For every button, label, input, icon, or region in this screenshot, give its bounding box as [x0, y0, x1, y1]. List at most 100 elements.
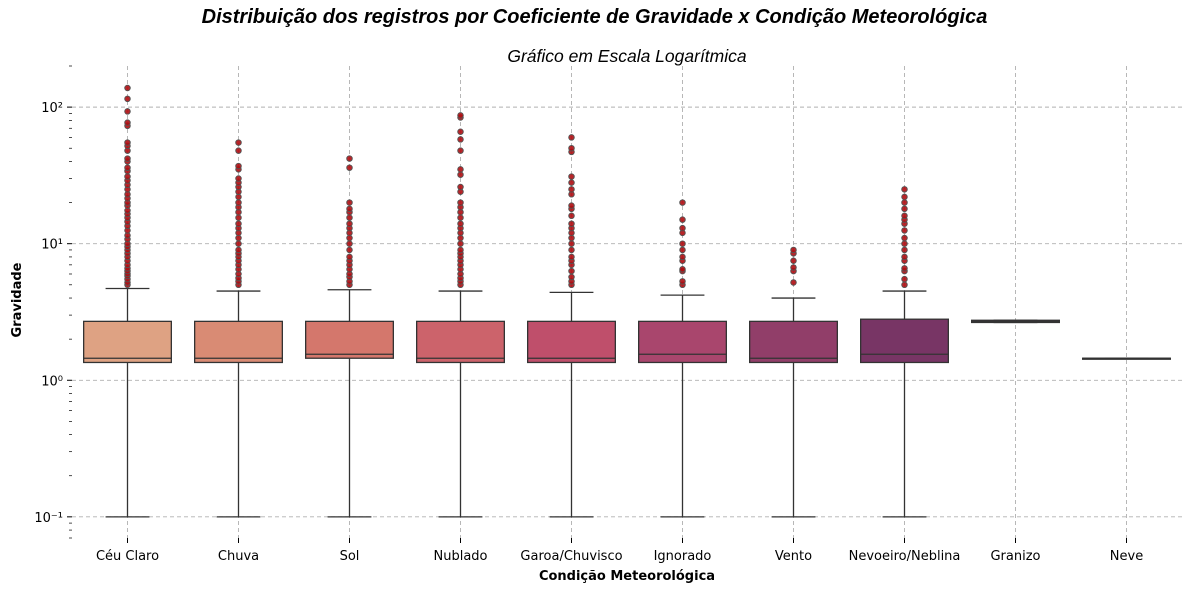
outlier-point: [235, 162, 242, 170]
outlier-point: [568, 273, 575, 281]
box-group: [638, 199, 727, 518]
outlier-point: [901, 227, 908, 234]
outlier-point: [568, 240, 575, 247]
outlier-point: [457, 147, 464, 154]
box-iqr: [749, 320, 838, 364]
box-group: [749, 246, 838, 518]
outlier-point: [235, 220, 242, 227]
x-tick-label: Garoa/Chuvisco: [520, 549, 622, 564]
outlier-point: [901, 275, 908, 283]
outlier-point: [901, 281, 908, 289]
outlier-point: [235, 175, 242, 182]
outlier-point: [901, 246, 908, 254]
box-group: [305, 155, 394, 518]
outlier-point: [568, 173, 575, 180]
outlier-point: [235, 147, 242, 154]
outlier-point: [124, 155, 131, 162]
box-group: [416, 112, 505, 518]
outlier-point: [124, 84, 131, 92]
outlier-point: [124, 164, 131, 171]
x-tick-label: Ignorado: [654, 549, 712, 564]
outlier-point: [568, 246, 575, 254]
outlier-point: [235, 240, 242, 247]
outlier-point: [568, 253, 575, 261]
outlier-point: [457, 214, 464, 221]
x-tick-label: Neve: [1110, 549, 1143, 564]
outlier-point: [457, 112, 464, 119]
outlier-point: [124, 139, 131, 146]
outlier-point: [457, 136, 464, 143]
y-tick-label: 10²: [41, 101, 63, 116]
outlier-point: [790, 264, 797, 271]
outlier-point: [679, 265, 686, 273]
box-iqr: [305, 320, 394, 359]
y-tick-label: 10⁻¹: [34, 511, 63, 526]
box-iqr: [638, 320, 727, 364]
outlier-point: [568, 179, 575, 186]
outlier-point: [124, 119, 131, 126]
outlier-point: [568, 202, 575, 209]
outlier-point: [901, 199, 908, 206]
outlier-point: [457, 171, 464, 178]
outlier-point: [346, 205, 353, 213]
x-tick-label: Céu Claro: [96, 549, 159, 564]
outlier-point: [901, 234, 908, 242]
x-axis-label: Condição Meteorológica: [539, 569, 715, 584]
outlier-point: [679, 240, 686, 247]
box-group: [860, 186, 949, 518]
outlier-point: [457, 220, 464, 227]
x-tick-label: Nevoeiro/Neblina: [849, 549, 961, 564]
box-iqr: [527, 320, 616, 364]
outlier-point: [679, 253, 686, 261]
box-group: [527, 134, 616, 518]
y-axis: 10⁻¹ 10⁰ 10¹ 10²: [34, 65, 72, 539]
box-iqr: [416, 320, 505, 364]
outlier-point: [790, 246, 797, 254]
y-tick-label: 10⁰: [41, 374, 63, 389]
outlier-point: [124, 173, 131, 180]
x-tick-label: Granizo: [990, 549, 1040, 564]
box-group: [194, 139, 283, 518]
outlier-point: [346, 240, 353, 247]
figure-suptitle: Distribuição dos registros por Coeficien…: [201, 6, 988, 28]
outlier-point: [235, 214, 242, 221]
y-axis-label: Gravidade: [10, 262, 25, 337]
outlier-point: [346, 220, 353, 227]
outlier-point: [679, 224, 686, 232]
outlier-point: [901, 265, 908, 272]
outlier-point: [346, 164, 353, 171]
outlier-point: [790, 257, 797, 265]
outlier-point: [568, 186, 575, 193]
box-group: [971, 319, 1060, 324]
outlier-point: [457, 166, 464, 173]
outlier-point: [346, 253, 353, 261]
y-tick-label: 10¹: [41, 238, 63, 253]
outlier-point: [457, 240, 464, 247]
boxplot-series: [83, 84, 1171, 518]
x-axis: Céu Claro Chuva Sol Nublado Garoa/Chuvisco Ig…: [96, 538, 1143, 564]
outlier-point: [124, 95, 131, 103]
outlier-point: [568, 220, 575, 227]
outlier-point: [568, 267, 575, 275]
outlier-point: [235, 139, 242, 146]
outlier-point: [346, 246, 353, 254]
x-tick-label: Vento: [775, 549, 812, 564]
outlier-point: [901, 253, 908, 261]
outlier-point: [568, 144, 575, 152]
outlier-point: [568, 134, 575, 141]
x-tick-label: Sol: [340, 549, 360, 564]
outlier-point: [457, 199, 464, 206]
box-iqr: [860, 318, 949, 364]
outlier-point: [679, 246, 686, 254]
outlier-point: [346, 199, 353, 206]
outlier-point: [457, 128, 464, 136]
outlier-point: [901, 205, 908, 213]
outlier-point: [679, 216, 686, 223]
outlier-point: [679, 278, 686, 285]
outlier-point: [901, 240, 908, 247]
box-group: [1082, 357, 1171, 360]
outlier-point: [346, 214, 353, 221]
outlier-point: [901, 212, 908, 220]
box-iqr: [194, 320, 283, 364]
box-iqr: [83, 320, 172, 364]
